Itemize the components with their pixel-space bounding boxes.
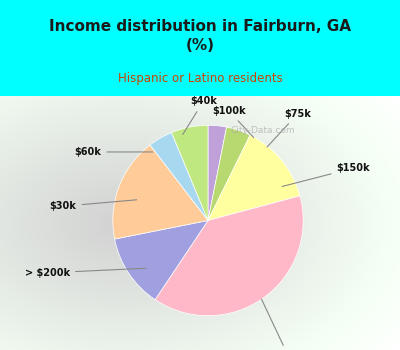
Text: $75k: $75k [267, 109, 311, 147]
Text: Hispanic or Latino residents: Hispanic or Latino residents [118, 72, 282, 85]
Text: $60k: $60k [74, 147, 153, 157]
Text: > $200k: > $200k [25, 268, 146, 278]
Wedge shape [155, 196, 303, 316]
Text: $150k: $150k [282, 163, 370, 187]
Wedge shape [208, 135, 300, 220]
Wedge shape [150, 133, 208, 220]
Text: $50k: $50k [262, 299, 302, 350]
Wedge shape [208, 125, 226, 220]
Text: $40k: $40k [183, 97, 217, 134]
Text: $100k: $100k [212, 106, 254, 138]
Text: $30k: $30k [50, 200, 137, 211]
Wedge shape [113, 145, 208, 239]
Wedge shape [208, 127, 250, 220]
Text: City-Data.com: City-Data.com [230, 126, 295, 134]
Wedge shape [115, 220, 208, 300]
Wedge shape [172, 125, 208, 220]
Text: Income distribution in Fairburn, GA
(%): Income distribution in Fairburn, GA (%) [49, 19, 351, 53]
